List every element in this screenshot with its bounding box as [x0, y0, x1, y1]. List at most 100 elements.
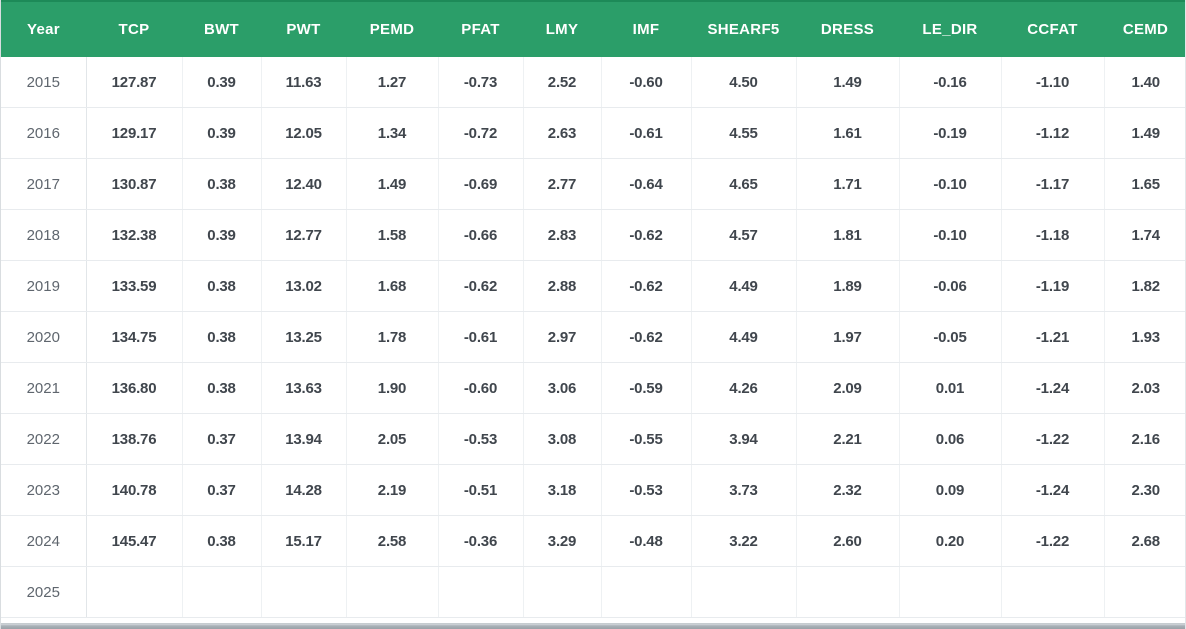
value-cell: 1.34	[346, 107, 439, 159]
column-header-pwt: PWT	[261, 0, 346, 57]
value-cell	[346, 566, 439, 618]
value-cell: 1.65	[1104, 158, 1185, 210]
value-cell: 4.49	[691, 260, 797, 312]
year-cell: 2017	[1, 158, 87, 210]
value-cell: -1.22	[1001, 515, 1105, 567]
value-cell: -1.17	[1001, 158, 1105, 210]
value-cell: 3.22	[691, 515, 797, 567]
value-cell: 2.05	[346, 413, 439, 465]
value-cell: 0.38	[182, 362, 262, 414]
value-cell	[182, 566, 262, 618]
value-cell	[1001, 566, 1105, 618]
value-cell: -0.19	[899, 107, 1002, 159]
value-cell: 1.81	[796, 209, 900, 261]
value-cell: 0.39	[182, 57, 262, 108]
value-cell: -0.06	[899, 260, 1002, 312]
column-header-year: Year	[1, 0, 86, 57]
value-cell: 0.38	[182, 515, 262, 567]
value-cell: -0.62	[601, 311, 692, 363]
year-cell: 2016	[1, 107, 87, 159]
column-header-ccfat: CCFAT	[1001, 0, 1104, 57]
value-cell: -1.21	[1001, 311, 1105, 363]
value-cell	[899, 566, 1002, 618]
value-cell: 11.63	[261, 57, 347, 108]
table-row-2019: 2019 133.59 0.38 13.02 1.68 -0.62 2.88 -0.62 4.4…	[1, 260, 1185, 312]
value-cell	[261, 566, 347, 618]
value-cell: 0.39	[182, 209, 262, 261]
value-cell: -0.53	[601, 464, 692, 516]
value-cell: 13.94	[261, 413, 347, 465]
table-row-2024: 2024 145.47 0.38 15.17 2.58 -0.36 3.29 -0.48 3.2…	[1, 515, 1185, 567]
value-cell: 12.40	[261, 158, 347, 210]
value-cell: 1.89	[796, 260, 900, 312]
column-header-pemd: PEMD	[346, 0, 438, 57]
value-cell: -1.18	[1001, 209, 1105, 261]
table-header: Year TCP BWT PWT PEMD PFAT LMY IMF SHEARF5 DRESS L…	[1, 0, 1185, 57]
value-cell: 4.57	[691, 209, 797, 261]
value-cell: -0.10	[899, 158, 1002, 210]
column-header-le_dir: LE_DIR	[899, 0, 1001, 57]
table-row-2016: 2016 129.17 0.39 12.05 1.34 -0.72 2.63 -0.61 4.5…	[1, 107, 1185, 159]
value-cell: 2.03	[1104, 362, 1185, 414]
value-cell: 13.02	[261, 260, 347, 312]
value-cell: -0.61	[601, 107, 692, 159]
value-cell: -0.64	[601, 158, 692, 210]
year-cell: 2015	[1, 57, 87, 108]
value-cell	[796, 566, 900, 618]
value-cell: 1.93	[1104, 311, 1185, 363]
value-cell: -0.72	[438, 107, 524, 159]
value-cell: 140.78	[86, 464, 183, 516]
value-cell: 2.32	[796, 464, 900, 516]
value-cell: 2.77	[523, 158, 602, 210]
value-cell: -0.36	[438, 515, 524, 567]
value-cell: 1.68	[346, 260, 439, 312]
value-cell: 13.63	[261, 362, 347, 414]
table-row-2022: 2022 138.76 0.37 13.94 2.05 -0.53 3.08 -0.55 3.9…	[1, 413, 1185, 465]
value-cell: -0.05	[899, 311, 1002, 363]
value-cell: -0.69	[438, 158, 524, 210]
value-cell: 3.08	[523, 413, 602, 465]
value-cell: 13.25	[261, 311, 347, 363]
value-cell: -0.48	[601, 515, 692, 567]
value-cell: 1.71	[796, 158, 900, 210]
value-cell: 4.49	[691, 311, 797, 363]
value-cell: 129.17	[86, 107, 183, 159]
value-cell: -0.55	[601, 413, 692, 465]
value-cell: -1.24	[1001, 464, 1105, 516]
table-row-2017: 2017 130.87 0.38 12.40 1.49 -0.69 2.77 -0.64 4.6…	[1, 158, 1185, 210]
value-cell: 1.82	[1104, 260, 1185, 312]
value-cell: 4.55	[691, 107, 797, 159]
table-row-2023: 2023 140.78 0.37 14.28 2.19 -0.51 3.18 -0.53 3.7…	[1, 464, 1185, 516]
value-cell: 138.76	[86, 413, 183, 465]
value-cell: 1.27	[346, 57, 439, 108]
value-cell: -0.53	[438, 413, 524, 465]
value-cell: 130.87	[86, 158, 183, 210]
horizontal-scrollbar[interactable]	[1, 623, 1185, 629]
value-cell: 2.60	[796, 515, 900, 567]
value-cell: 1.58	[346, 209, 439, 261]
column-header-shearf5: SHEARF5	[691, 0, 796, 57]
value-cell: 1.61	[796, 107, 900, 159]
table-row-2018: 2018 132.38 0.39 12.77 1.58 -0.66 2.83 -0.62 4.5…	[1, 209, 1185, 261]
value-cell: 3.94	[691, 413, 797, 465]
value-cell: -0.66	[438, 209, 524, 261]
value-cell: 0.37	[182, 464, 262, 516]
value-cell: 0.20	[899, 515, 1002, 567]
value-cell: 0.01	[899, 362, 1002, 414]
value-cell: 0.38	[182, 260, 262, 312]
value-cell: 3.06	[523, 362, 602, 414]
value-cell: -0.10	[899, 209, 1002, 261]
value-cell: -0.62	[601, 209, 692, 261]
value-cell: 2.30	[1104, 464, 1185, 516]
column-header-pfat: PFAT	[438, 0, 523, 57]
value-cell: 0.39	[182, 107, 262, 159]
column-header-cemd: CEMD	[1104, 0, 1185, 57]
value-cell: -1.19	[1001, 260, 1105, 312]
value-cell: 0.37	[182, 413, 262, 465]
value-cell: -1.22	[1001, 413, 1105, 465]
value-cell: 145.47	[86, 515, 183, 567]
column-header-tcp: TCP	[86, 0, 182, 57]
value-cell	[86, 566, 183, 618]
year-cell: 2024	[1, 515, 87, 567]
value-cell: 14.28	[261, 464, 347, 516]
